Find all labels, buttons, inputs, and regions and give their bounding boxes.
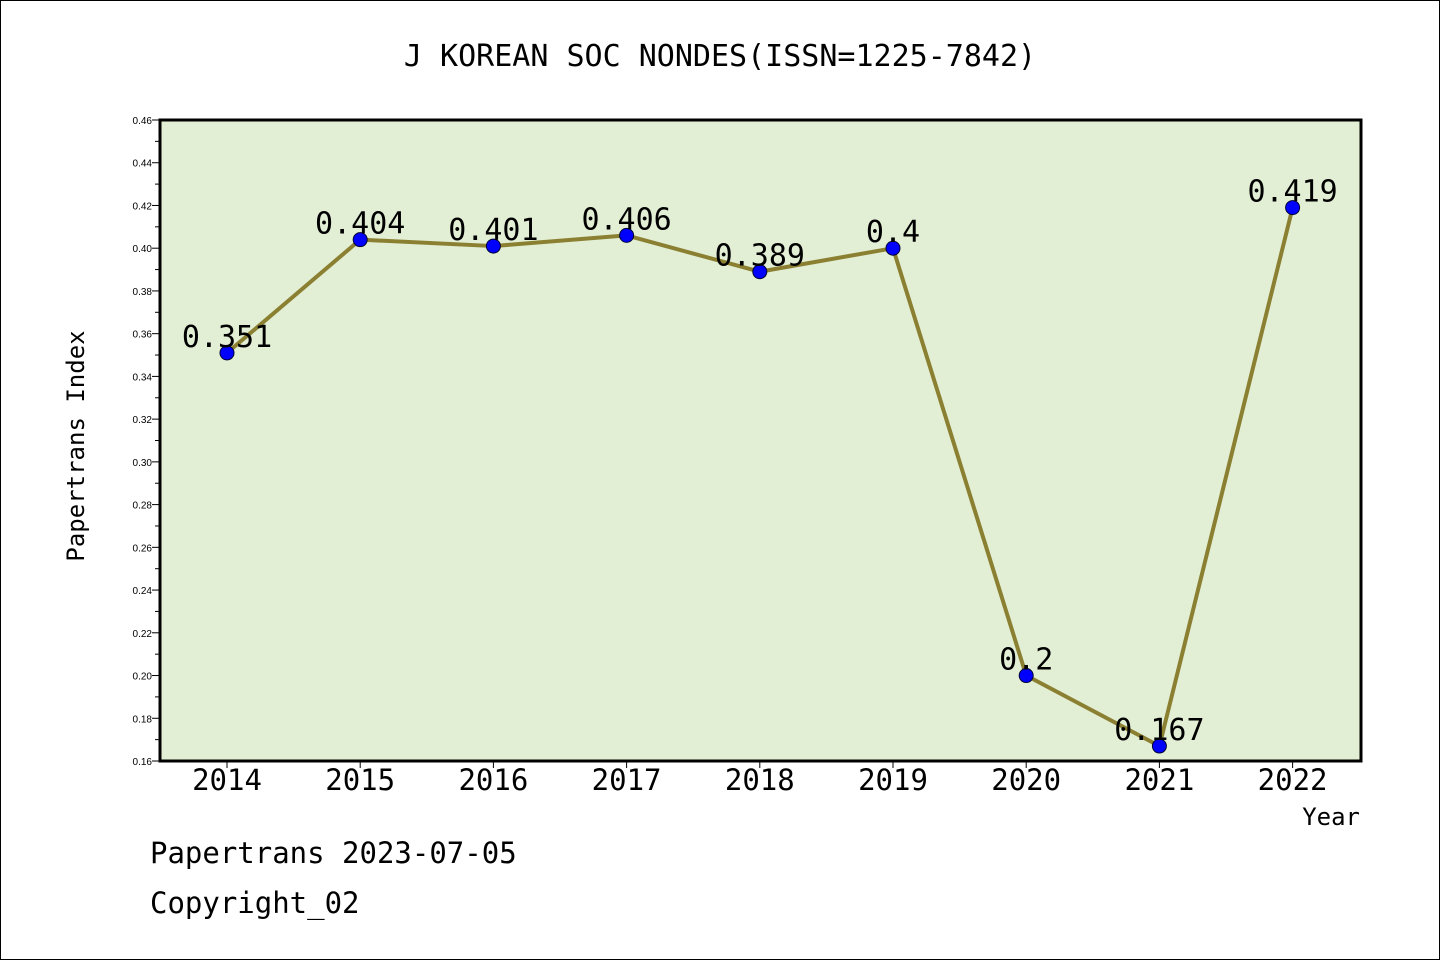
- data-point: [885, 240, 901, 256]
- data-points: [219, 200, 1301, 754]
- data-point: [352, 232, 368, 248]
- footer-date: Papertrans 2023-07-05: [150, 836, 517, 870]
- y-tick-label: 0.40: [133, 244, 153, 255]
- x-tick-label: 2015: [325, 763, 395, 797]
- y-axis-ticks: 0.16 0.18 0.20 0.22 0.24 0.26 0.28 0.30 0.32 0.34…: [133, 116, 160, 768]
- y-tick-label: 0.38: [133, 287, 153, 298]
- x-tick-label: 2016: [458, 763, 528, 797]
- data-label: 0.2: [999, 643, 1053, 678]
- y-tick-label: 0.20: [133, 672, 153, 683]
- x-tick-label: 2020: [991, 763, 1061, 797]
- data-label: 0.404: [315, 207, 405, 242]
- data-point: [752, 264, 768, 280]
- data-label: 0.4: [866, 215, 920, 250]
- chart-title: J KOREAN SOC NONDES(ISSN=1225-7842): [404, 39, 1036, 74]
- data-point: [619, 227, 635, 243]
- x-tick-label: 2017: [592, 763, 662, 797]
- data-labels: 0.351 0.404 0.401 0.406 0.389 0.4 0.2 0.167 0.41…: [182, 175, 1338, 748]
- data-point: [219, 345, 235, 361]
- x-axis-ticks: 2014 2015 2016 2017 2018 2019 2020 2021 2022: [192, 761, 1328, 797]
- footer-copyright: Copyright_02: [150, 886, 360, 921]
- y-axis-label: Papertrans Index: [62, 330, 90, 561]
- x-tick-label: 2022: [1258, 763, 1328, 797]
- x-tick-label: 2019: [858, 763, 928, 797]
- y-tick-label: 0.44: [133, 159, 153, 170]
- y-tick-label: 0.46: [133, 116, 153, 127]
- y-tick-label: 0.36: [133, 330, 153, 341]
- data-point: [1285, 200, 1301, 216]
- y-tick-label: 0.16: [133, 757, 153, 768]
- x-tick-label: 2021: [1124, 763, 1194, 797]
- y-tick-label: 0.30: [133, 458, 153, 469]
- y-tick-label: 0.32: [133, 415, 153, 426]
- y-tick-label: 0.34: [133, 372, 153, 383]
- data-label: 0.406: [581, 202, 671, 237]
- y-tick-label: 0.26: [133, 543, 153, 554]
- data-label: 0.419: [1247, 175, 1337, 210]
- data-point: [485, 238, 501, 254]
- y-tick-label: 0.22: [133, 629, 153, 640]
- data-label: 0.401: [448, 213, 538, 248]
- x-tick-label: 2018: [725, 763, 795, 797]
- plot-area: [158, 118, 1363, 763]
- y-tick-label: 0.18: [133, 714, 153, 725]
- y-tick-label: 0.42: [133, 201, 153, 212]
- x-tick-label: 2014: [192, 763, 262, 797]
- data-label: 0.351: [182, 320, 272, 355]
- y-tick-label: 0.28: [133, 501, 153, 512]
- data-label: 0.167: [1114, 713, 1204, 748]
- data-point: [1151, 738, 1167, 754]
- data-point: [1018, 668, 1034, 684]
- y-tick-label: 0.24: [133, 586, 153, 597]
- data-label: 0.389: [715, 239, 805, 274]
- x-axis-label: Year: [1302, 803, 1360, 831]
